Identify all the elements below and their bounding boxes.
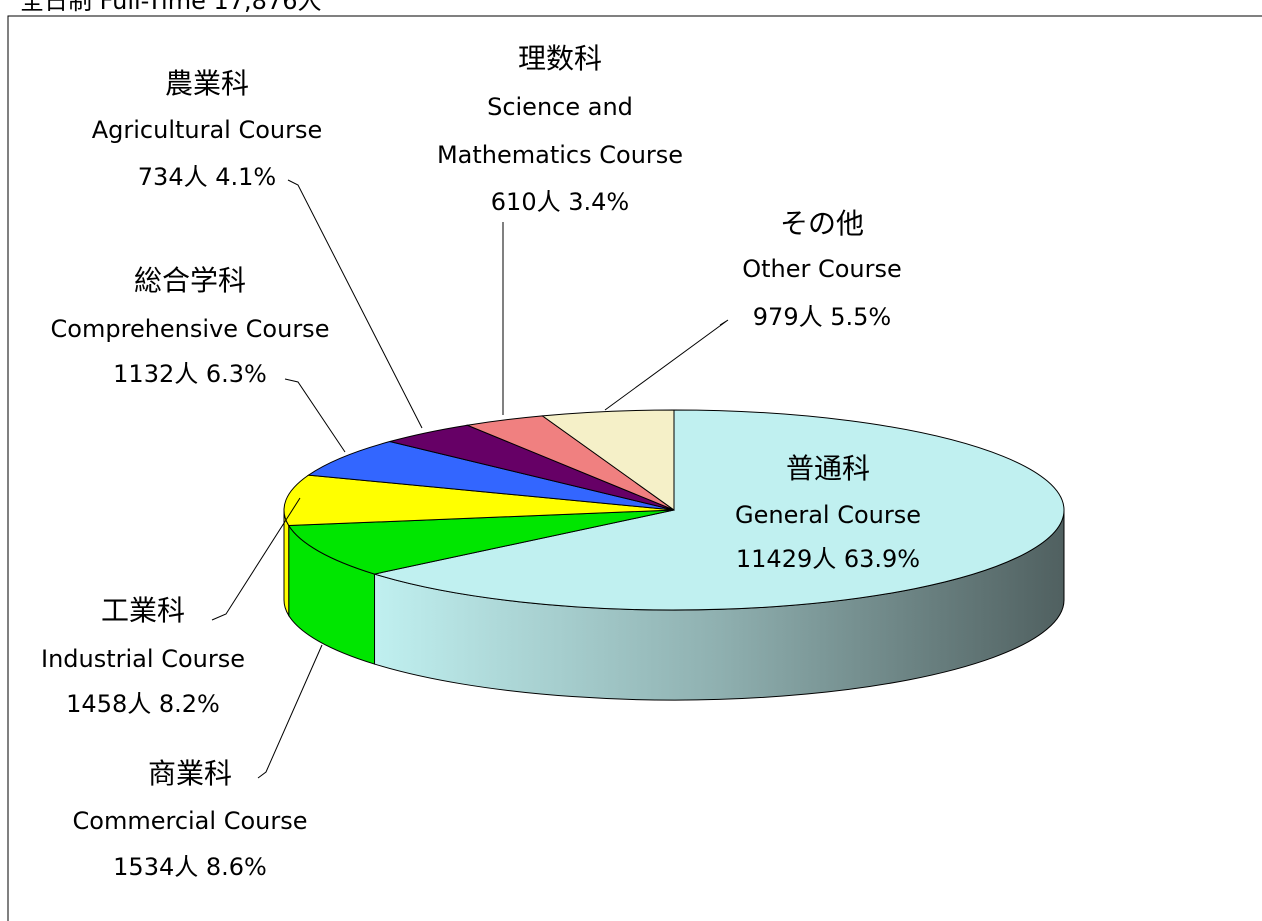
label-en: Commercial Course	[73, 807, 308, 835]
label-jp: 総合学科	[134, 264, 246, 297]
label-en: Comprehensive Course	[51, 315, 330, 343]
slice-side	[283, 509, 290, 618]
label-jp: その他	[780, 207, 864, 240]
label-en: Other Course	[742, 255, 902, 283]
label-jp: 工業科	[101, 594, 185, 627]
value-label: 1458人 8.2%	[66, 690, 220, 718]
value-label: 979人 5.5%	[753, 303, 891, 331]
value-label: 1534人 8.6%	[113, 853, 267, 881]
label-jp: 農業科	[165, 67, 249, 100]
value-label: 11429人 63.9%	[736, 545, 920, 573]
leader-line	[287, 179, 423, 429]
slice	[541, 409, 675, 511]
label-en: Industrial Course	[41, 645, 245, 673]
label-jp: 理数科	[518, 42, 602, 75]
label-en: Agricultural Course	[92, 116, 323, 144]
slice	[372, 409, 1065, 611]
slice	[307, 441, 675, 511]
leader-line	[604, 319, 729, 411]
value-label: 610人 3.4%	[491, 188, 629, 216]
label-en: Science and Mathematics Course	[437, 93, 683, 169]
leader-line	[257, 644, 323, 779]
slice	[283, 474, 675, 527]
slice	[287, 509, 675, 575]
frame	[7, 15, 1262, 921]
leader-line	[211, 497, 301, 621]
leader-line	[284, 378, 346, 453]
label-en: General Course	[735, 501, 921, 529]
value-label: 1132人 6.3%	[113, 360, 267, 388]
label-jp: 普通科	[786, 452, 870, 485]
label-jp: 商業科	[148, 757, 232, 790]
chart-title: 全日制 Full-Time 17,876人	[20, 0, 321, 15]
value-label: 734人 4.1%	[138, 163, 276, 191]
